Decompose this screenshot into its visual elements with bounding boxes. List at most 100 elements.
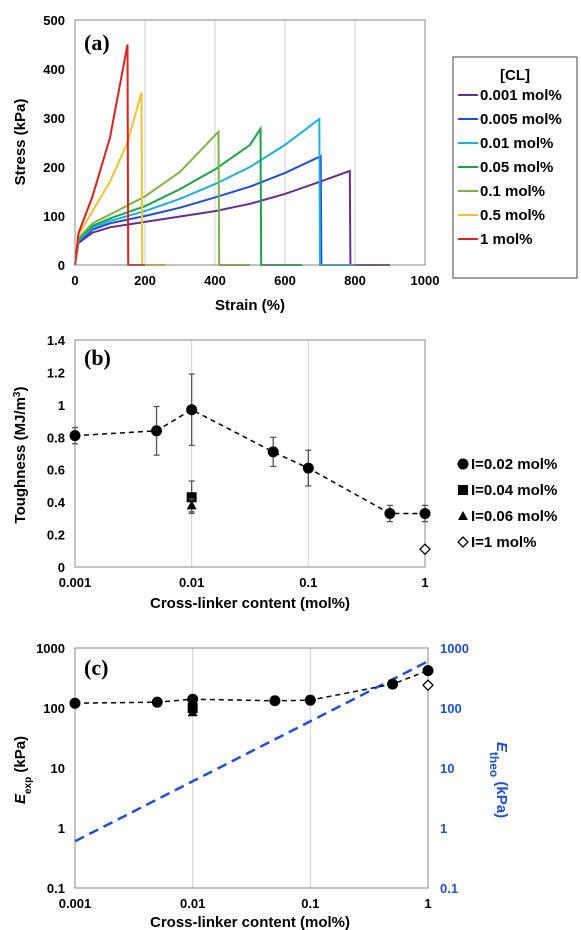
panel-c-left-y-label-main: E [12, 793, 29, 804]
panel-b-legend-marker [458, 485, 468, 495]
panel-b-point-0 [151, 425, 163, 437]
panel-c-point-3 [422, 679, 434, 692]
panel-b-legend-marker [457, 536, 469, 548]
panel-b-y-tick-label: 0.2 [47, 528, 65, 543]
panel-b-point-0 [267, 446, 279, 458]
panel-a-x-tick-label: 1000 [411, 273, 440, 288]
panel-a-y-ticks: 0 100 200 300 400 500 [43, 13, 65, 273]
panel-c-marks [69, 660, 434, 843]
panel-b: 0.001 0.01 0.1 1 0 0.2 0.4 0.6 0.8 1 1.2 1.4 (b) C… [12, 333, 558, 612]
panel-a-x-axis-label: Strain (%) [215, 297, 285, 314]
panel-a-x-tick-label: 600 [274, 273, 296, 288]
panel-a-legend-box [452, 56, 578, 279]
panel-c-right-y-tick-label: 1000 [440, 641, 469, 656]
panel-c-x-tick-label: 0.001 [59, 896, 92, 911]
panel-c-y-tick-label: 100 [43, 701, 65, 716]
panel-c-left-y-label-tail: (kPa) [12, 736, 29, 777]
panel-a-x-tick-label: 800 [344, 273, 366, 288]
panel-a-y-tick-label: 300 [43, 111, 65, 126]
panel-b-point-0 [384, 507, 396, 519]
panel-b-y-tick-label: 0.4 [47, 495, 66, 510]
panel-b-y-ticks: 0 0.2 0.4 0.6 0.8 1 1.2 1.4 [47, 333, 66, 575]
panel-c-right-y-label-sub: theo [487, 752, 501, 777]
panel-b-label: (b) [84, 345, 111, 370]
panel-c-right-y-tick-label: 100 [440, 701, 462, 716]
panel-c: 0.001 0.01 0.1 1 0.1 1 10 100 1000 0.1 1 10 100 100… [12, 641, 510, 930]
panel-b-point-0 [69, 430, 81, 442]
series-line-0 [74, 169, 390, 266]
panel-c-point-0 [187, 693, 199, 705]
panel-b-y-tick-label: 0 [58, 560, 65, 575]
panel-a-y-tick-label: 200 [43, 160, 65, 175]
panel-c-label: (c) [84, 655, 108, 680]
panel-c-theory-line [74, 660, 429, 843]
panel-a-y-axis-label: Stress (kPa) [12, 99, 29, 186]
panel-a-x-tick-label: 400 [204, 273, 226, 288]
series-line-3 [74, 125, 303, 266]
panel-c-point-2 [187, 707, 198, 717]
panel-c-right-y-axis-label: Etheo (kPa) [487, 742, 510, 818]
panel-c-y-tick-label: 1000 [36, 641, 65, 656]
panel-a-legend-label: 0.001 mol% [480, 87, 562, 104]
panel-c-x-ticks: 0.001 0.01 0.1 1 [59, 896, 432, 911]
panel-b-marks [69, 373, 431, 556]
panel-a-legend-label: 0.005 mol% [480, 111, 562, 128]
panel-c-plot-frame [74, 647, 429, 889]
panel-a-y-tick-label: 0 [58, 258, 65, 273]
panel-a-legend-label: 1 mol% [480, 231, 533, 248]
panel-a-label: (a) [84, 30, 110, 55]
panel-c-point-0 [269, 695, 281, 707]
panel-b-legend-marker [457, 458, 469, 470]
panel-a-legend-label: 0.5 mol% [480, 207, 545, 224]
panel-b-x-tick-label: 1 [421, 575, 428, 590]
panel-c-point-0 [151, 696, 163, 708]
panel-b-legend-label: I=0.04 mol% [471, 482, 557, 499]
panel-c-right-y-label-main: E [493, 742, 510, 753]
panel-c-right-y-tick-label: 1 [440, 821, 447, 836]
panel-a-x-tick-label: 200 [134, 273, 156, 288]
panel-b-y-tick-label: 0.8 [47, 430, 65, 445]
panel-b-x-axis-label: Cross-linker content (mol%) [150, 595, 350, 612]
panel-a-x-ticks: 0 200 400 600 800 1000 [71, 273, 439, 288]
panel-b-x-tick-label: 0.001 [59, 575, 92, 590]
panel-c-left-y-label-sub: exp [23, 777, 34, 794]
series-line-5 [74, 92, 166, 266]
panel-b-y-label-main: Toughness (MJ/m [12, 397, 29, 523]
panel-b-legend-label: I=0.06 mol% [471, 508, 557, 525]
panel-a-legend-label: 0.01 mol% [480, 135, 553, 152]
panel-b-legend-label: I=1 mol% [471, 534, 536, 551]
panel-b-point-0 [302, 462, 314, 474]
panel-c-right-y-ticks: 0.1 1 10 100 1000 [440, 641, 469, 896]
panel-a-plot-frame [74, 19, 426, 266]
panel-b-legend-label: I=0.02 mol% [471, 456, 557, 473]
panel-c-right-y-tick-label: 10 [440, 761, 454, 776]
panel-a-legend-items: 0.001 mol% 0.005 mol% 0.01 mol% 0.05 mol% 0.… [458, 87, 562, 248]
panel-a-curves [74, 44, 390, 266]
panel-b-point-0 [419, 507, 431, 519]
panel-c-left-y-axis-label: Eexp (kPa) [12, 736, 34, 804]
panel-b-fit-line [74, 408, 425, 515]
panel-a-legend-label: 0.1 mol% [480, 183, 545, 200]
panel-b-legend: I=0.02 mol% I=0.04 mol% I=0.06 mol% I=1 mol… [457, 456, 557, 551]
panel-b-y-tick-label: 1.2 [47, 365, 65, 380]
panel-c-x-axis-label: Cross-linker content (mol%) [150, 914, 350, 930]
panel-c-right-y-tick-label: 0.1 [440, 881, 458, 896]
panel-c-point-0 [304, 694, 316, 706]
panel-c-point-0 [69, 697, 81, 709]
panel-c-point-0 [422, 665, 434, 677]
panel-c-fit-line [74, 669, 429, 704]
panel-b-x-ticks: 0.001 0.01 0.1 1 [59, 575, 429, 590]
panel-c-point-0 [387, 678, 399, 690]
panel-a-y-tick-label: 100 [43, 209, 65, 224]
panel-a: 0 200 400 600 800 1000 0 100 200 300 400 500 (a) S… [12, 13, 578, 314]
panel-b-point-2 [186, 500, 197, 510]
panel-c-grid [192, 648, 311, 888]
panel-b-y-label-sup: 3 [12, 391, 23, 397]
panel-c-x-tick-label: 0.01 [180, 896, 205, 911]
panel-a-y-tick-label: 400 [43, 62, 65, 77]
panel-b-plot-frame [74, 339, 426, 568]
panel-b-legend-marker [458, 511, 468, 520]
panel-a-legend-title: [CL] [500, 67, 530, 84]
panel-c-x-tick-label: 1 [424, 896, 431, 911]
